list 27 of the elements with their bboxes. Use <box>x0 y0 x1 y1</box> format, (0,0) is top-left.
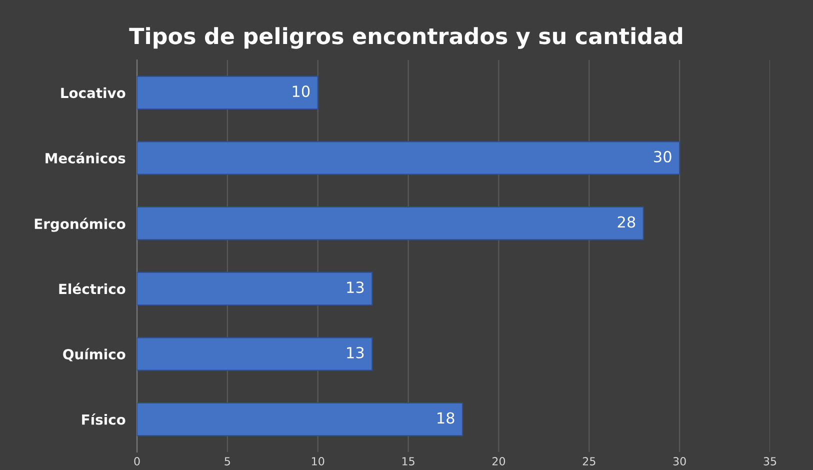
y-tick-label: Locativo <box>61 87 126 98</box>
x-tick-label: 10 <box>312 457 324 466</box>
y-tick-label: Mecánicos <box>46 152 126 164</box>
data-label: 18 <box>438 412 454 424</box>
data-label: 13 <box>347 346 364 358</box>
x-tick-label: 15 <box>402 457 414 466</box>
data-label: 30 <box>654 150 672 162</box>
y-tick-label: Eléctrico <box>59 282 126 294</box>
y-tick-label: Químico <box>63 348 126 362</box>
x-tick-label: 25 <box>582 457 596 466</box>
bar <box>137 141 680 175</box>
x-tick-label: 20 <box>492 457 506 466</box>
bar <box>137 402 464 436</box>
bar <box>137 337 373 371</box>
x-tick-label: 35 <box>764 457 776 466</box>
chart-title: Tipos de peligros encontrados y su cantidad <box>129 27 682 49</box>
x-tick-label: 5 <box>224 457 230 466</box>
y-tick-label: Físico <box>82 414 126 425</box>
bar <box>137 76 318 110</box>
y-tick-label: Ergonómico <box>34 218 126 232</box>
x-tick-label: 30 <box>673 457 686 466</box>
data-label: 10 <box>292 86 310 98</box>
data-label: 28 <box>618 216 636 228</box>
bar <box>137 272 373 306</box>
x-tick-label: 0 <box>134 457 140 466</box>
data-label: 13 <box>347 282 364 294</box>
bar <box>137 206 644 240</box>
